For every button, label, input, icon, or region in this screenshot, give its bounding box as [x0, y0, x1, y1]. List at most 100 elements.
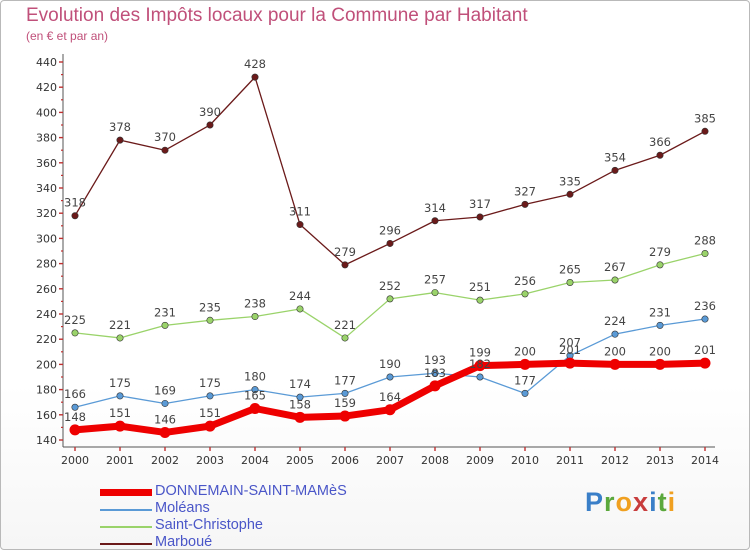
data-point-mol-ans: [296, 393, 304, 401]
legend-swatch: [100, 526, 152, 528]
data-label-saint-christophe: 288: [694, 234, 716, 248]
x-tick-label: 2004: [241, 454, 269, 467]
data-label-marbou-: 354: [604, 150, 626, 164]
data-point-donnemain-saint-mam-s: [204, 420, 216, 432]
data-point-marbou-: [206, 121, 214, 129]
data-label-marbou-: 314: [424, 201, 446, 215]
legend-label: Saint-Christophe: [155, 517, 263, 533]
data-point-marbou-: [71, 212, 79, 220]
data-point-mol-ans: [116, 392, 124, 400]
data-label-marbou-: 370: [154, 130, 176, 144]
data-label-marbou-: 390: [199, 105, 221, 119]
data-label-donnemain-saint-mam-s: 148: [64, 410, 86, 424]
data-point-donnemain-saint-mam-s: [114, 420, 126, 432]
data-point-donnemain-saint-mam-s: [69, 424, 81, 436]
data-point-saint-christophe: [71, 329, 79, 337]
data-point-marbou-: [341, 261, 349, 269]
data-label-donnemain-saint-mam-s: 164: [379, 390, 401, 404]
data-point-donnemain-saint-mam-s: [384, 404, 396, 416]
data-point-marbou-: [251, 73, 259, 81]
data-point-mol-ans: [656, 321, 664, 329]
data-label-mol-ans: 175: [199, 376, 221, 390]
y-tick-label: 260: [36, 283, 57, 296]
legend-swatch: [100, 543, 152, 545]
data-label-marbou-: 296: [379, 223, 401, 237]
data-label-marbou-: 428: [244, 57, 266, 71]
data-point-saint-christophe: [341, 334, 349, 342]
data-point-saint-christophe: [431, 289, 439, 297]
data-label-mol-ans: 175: [109, 376, 131, 390]
data-label-mol-ans: 231: [649, 305, 671, 319]
data-label-mol-ans: 182: [469, 357, 491, 371]
data-label-saint-christophe: 267: [604, 260, 626, 274]
data-label-mol-ans: 236: [694, 299, 716, 313]
y-tick-label: 180: [36, 384, 57, 397]
legend-label: Moléans: [155, 500, 210, 516]
data-label-saint-christophe: 221: [109, 318, 131, 332]
data-label-marbou-: 311: [289, 205, 311, 219]
data-label-mol-ans: 174: [289, 377, 311, 391]
data-point-saint-christophe: [251, 313, 259, 321]
data-label-saint-christophe: 238: [244, 297, 266, 311]
y-tick-label: 240: [36, 308, 57, 321]
data-point-donnemain-saint-mam-s: [429, 380, 441, 392]
data-point-marbou-: [566, 190, 574, 198]
data-point-saint-christophe: [611, 276, 619, 284]
data-point-marbou-: [296, 221, 304, 229]
data-label-donnemain-saint-mam-s: 158: [289, 397, 311, 411]
data-label-marbou-: 385: [694, 111, 716, 125]
data-point-donnemain-saint-mam-s: [609, 358, 621, 370]
y-tick-label: 160: [36, 409, 57, 422]
data-point-donnemain-saint-mam-s: [159, 426, 171, 438]
x-tick-label: 2011: [556, 454, 584, 467]
data-label-saint-christophe: 257: [424, 273, 446, 287]
data-label-mol-ans: 177: [514, 373, 536, 387]
x-tick-label: 2005: [286, 454, 314, 467]
data-label-marbou-: 279: [334, 245, 356, 259]
data-point-saint-christophe: [521, 290, 529, 298]
data-label-donnemain-saint-mam-s: 200: [649, 344, 671, 358]
data-label-marbou-: 318: [64, 196, 86, 210]
data-point-donnemain-saint-mam-s: [699, 357, 711, 369]
y-tick-label: 440: [36, 56, 57, 69]
data-label-mol-ans: 193: [424, 353, 446, 367]
data-point-mol-ans: [701, 315, 709, 323]
data-point-saint-christophe: [386, 295, 394, 303]
data-label-donnemain-saint-mam-s: 151: [199, 406, 221, 420]
y-tick-label: 200: [36, 358, 57, 371]
data-label-marbou-: 378: [109, 120, 131, 134]
data-label-saint-christophe: 279: [649, 245, 671, 259]
data-point-marbou-: [386, 239, 394, 247]
data-point-mol-ans: [161, 399, 169, 407]
data-point-marbou-: [116, 136, 124, 144]
y-tick-label: 140: [36, 434, 57, 447]
proxiti-logo: Proxiti: [585, 487, 677, 517]
data-label-donnemain-saint-mam-s: 183: [424, 366, 446, 380]
data-label-mol-ans: 190: [379, 357, 401, 371]
y-tick-label: 280: [36, 258, 57, 271]
x-tick-label: 2007: [376, 454, 404, 467]
data-label-donnemain-saint-mam-s: 165: [244, 389, 266, 403]
x-tick-label: 2003: [196, 454, 224, 467]
data-point-donnemain-saint-mam-s: [474, 360, 486, 372]
data-label-saint-christophe: 235: [199, 300, 221, 314]
legend-item-saint-christophe: Saint-Christophe: [100, 517, 420, 535]
data-label-marbou-: 327: [514, 184, 536, 198]
legend-item-marbou-: Marboué: [100, 534, 420, 552]
data-point-saint-christophe: [161, 321, 169, 329]
data-point-mol-ans: [521, 389, 529, 397]
y-tick-label: 320: [36, 207, 57, 220]
legend-item-mol-ans: Moléans: [100, 500, 420, 518]
data-point-donnemain-saint-mam-s: [564, 357, 576, 369]
data-label-mol-ans: 224: [604, 314, 626, 328]
data-label-donnemain-saint-mam-s: 146: [154, 412, 176, 426]
data-point-saint-christophe: [296, 305, 304, 313]
data-point-mol-ans: [251, 386, 259, 394]
legend-label: Marboué: [155, 534, 213, 550]
data-point-mol-ans: [611, 330, 619, 338]
y-tick-label: 340: [36, 182, 57, 195]
data-point-donnemain-saint-mam-s: [654, 358, 666, 370]
chart-subtitle: (en € et par an): [26, 29, 109, 43]
